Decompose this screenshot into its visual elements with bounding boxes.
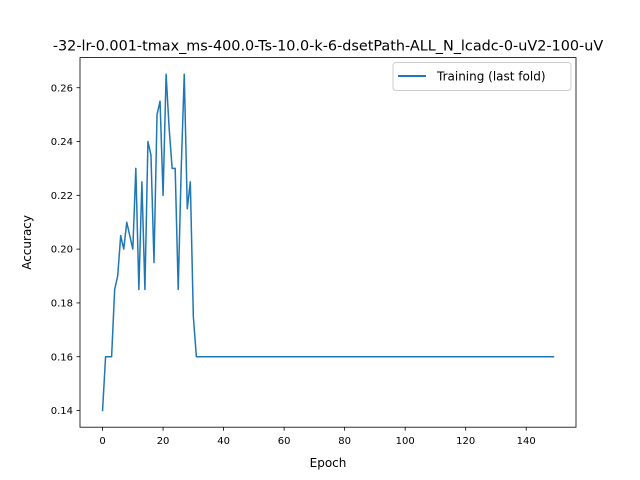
y-tick-label: 0.22 (51, 191, 73, 202)
series-layer (101, 73, 555, 412)
y-tick-label: 0.18 (51, 299, 73, 310)
x-tick-label: 120 (456, 436, 475, 447)
x-axis: 0 20 40 60 80 100 120 140 (99, 427, 536, 447)
y-tick-label: 0.26 (51, 83, 73, 94)
x-tick-label: 100 (396, 436, 415, 447)
x-tick-label: 60 (278, 436, 291, 447)
y-tick-label: 0.16 (51, 352, 73, 363)
x-tick-label: 20 (157, 436, 170, 447)
y-tick-label: 0.20 (51, 245, 73, 256)
y-tick-label: 0.14 (51, 406, 73, 417)
y-axis: 0.14 0.16 0.18 0.20 0.22 0.24 0.26 (51, 83, 80, 417)
y-tick-label: 0.24 (51, 137, 73, 148)
legend-label: Training (last fold) (436, 70, 546, 84)
x-tick-label: 0 (99, 436, 105, 447)
y-axis-label: Accuracy (20, 215, 34, 270)
x-axis-label: Epoch (310, 456, 347, 470)
plot-area (80, 57, 576, 428)
x-tick-label: 80 (338, 436, 351, 447)
series-line-0 (101, 73, 555, 412)
legend-box (392, 62, 572, 91)
chart-title: -32-lr-0.001-tmax_ms-400.0-Ts-10.0-k-6-d… (53, 39, 604, 55)
x-tick-label: 40 (217, 436, 230, 447)
legend: Training (last fold) (392, 62, 572, 91)
x-tick-label: 140 (517, 436, 536, 447)
plot-frame (79, 57, 577, 428)
